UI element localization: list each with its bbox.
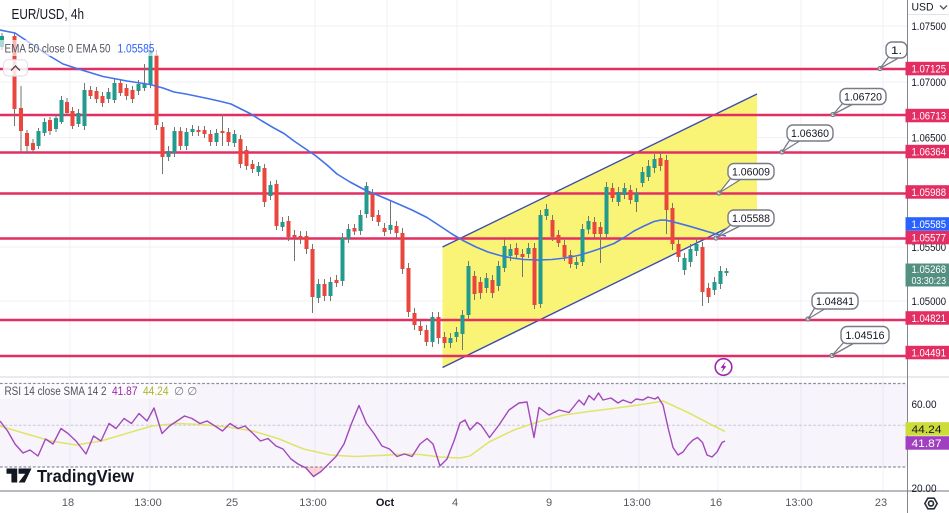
svg-text:USD: USD [912, 2, 934, 14]
svg-text:44.24: 44.24 [143, 386, 169, 398]
svg-text:1.: 1. [891, 45, 902, 57]
svg-text:1.04516: 1.04516 [845, 330, 884, 342]
svg-text:4: 4 [452, 497, 458, 509]
svg-text:18: 18 [62, 497, 74, 509]
svg-text:1.05585: 1.05585 [118, 44, 155, 56]
svg-text:1.04841: 1.04841 [816, 296, 854, 308]
svg-text:1.06360: 1.06360 [791, 128, 829, 140]
svg-text:Oct: Oct [376, 497, 395, 509]
svg-text:TradingView: TradingView [37, 466, 134, 486]
svg-text:1.07125: 1.07125 [912, 63, 947, 75]
svg-text:1.05585: 1.05585 [912, 219, 947, 231]
svg-text:13:00: 13:00 [299, 497, 327, 509]
svg-text:41.87: 41.87 [112, 386, 138, 398]
svg-text:EMA 50 close 0 EMA 50: EMA 50 close 0 EMA 50 [5, 44, 111, 56]
svg-text:41.87: 41.87 [912, 438, 942, 450]
svg-text:1.06500: 1.06500 [912, 133, 947, 145]
svg-text:1.05000: 1.05000 [912, 296, 947, 308]
svg-text:13:00: 13:00 [134, 497, 162, 509]
svg-text:23: 23 [875, 497, 887, 509]
svg-text:13:00: 13:00 [785, 497, 813, 509]
svg-text:1.07000: 1.07000 [912, 77, 947, 89]
svg-text:1.05268: 1.05268 [912, 264, 947, 276]
svg-text:13:00: 13:00 [623, 497, 651, 509]
svg-text:1.07500: 1.07500 [912, 21, 947, 33]
svg-text:1.06720: 1.06720 [844, 91, 882, 103]
svg-text:60.00: 60.00 [912, 399, 937, 411]
svg-text:1.04491: 1.04491 [912, 347, 947, 359]
svg-text:1.06364: 1.06364 [912, 146, 947, 158]
svg-text:1.05988: 1.05988 [912, 187, 947, 199]
svg-text:∅ ∅: ∅ ∅ [174, 386, 197, 398]
svg-text:1.05588: 1.05588 [732, 213, 770, 225]
svg-text:03:30:23: 03:30:23 [912, 275, 947, 287]
svg-text:1.05577: 1.05577 [912, 232, 947, 244]
svg-text:16: 16 [710, 497, 722, 509]
svg-text:1.04821: 1.04821 [912, 313, 947, 325]
svg-text:25: 25 [226, 497, 238, 509]
svg-text:EUR/USD, 4h: EUR/USD, 4h [12, 7, 85, 23]
svg-text:1.05500: 1.05500 [912, 242, 947, 254]
svg-text:RSI 14 close SMA 14 2: RSI 14 close SMA 14 2 [5, 386, 107, 398]
svg-text:20.00: 20.00 [912, 483, 937, 495]
svg-text:1.06009: 1.06009 [732, 166, 770, 178]
svg-text:9: 9 [546, 497, 552, 509]
svg-text:44.24: 44.24 [912, 424, 942, 436]
svg-text:1.06713: 1.06713 [912, 110, 947, 122]
